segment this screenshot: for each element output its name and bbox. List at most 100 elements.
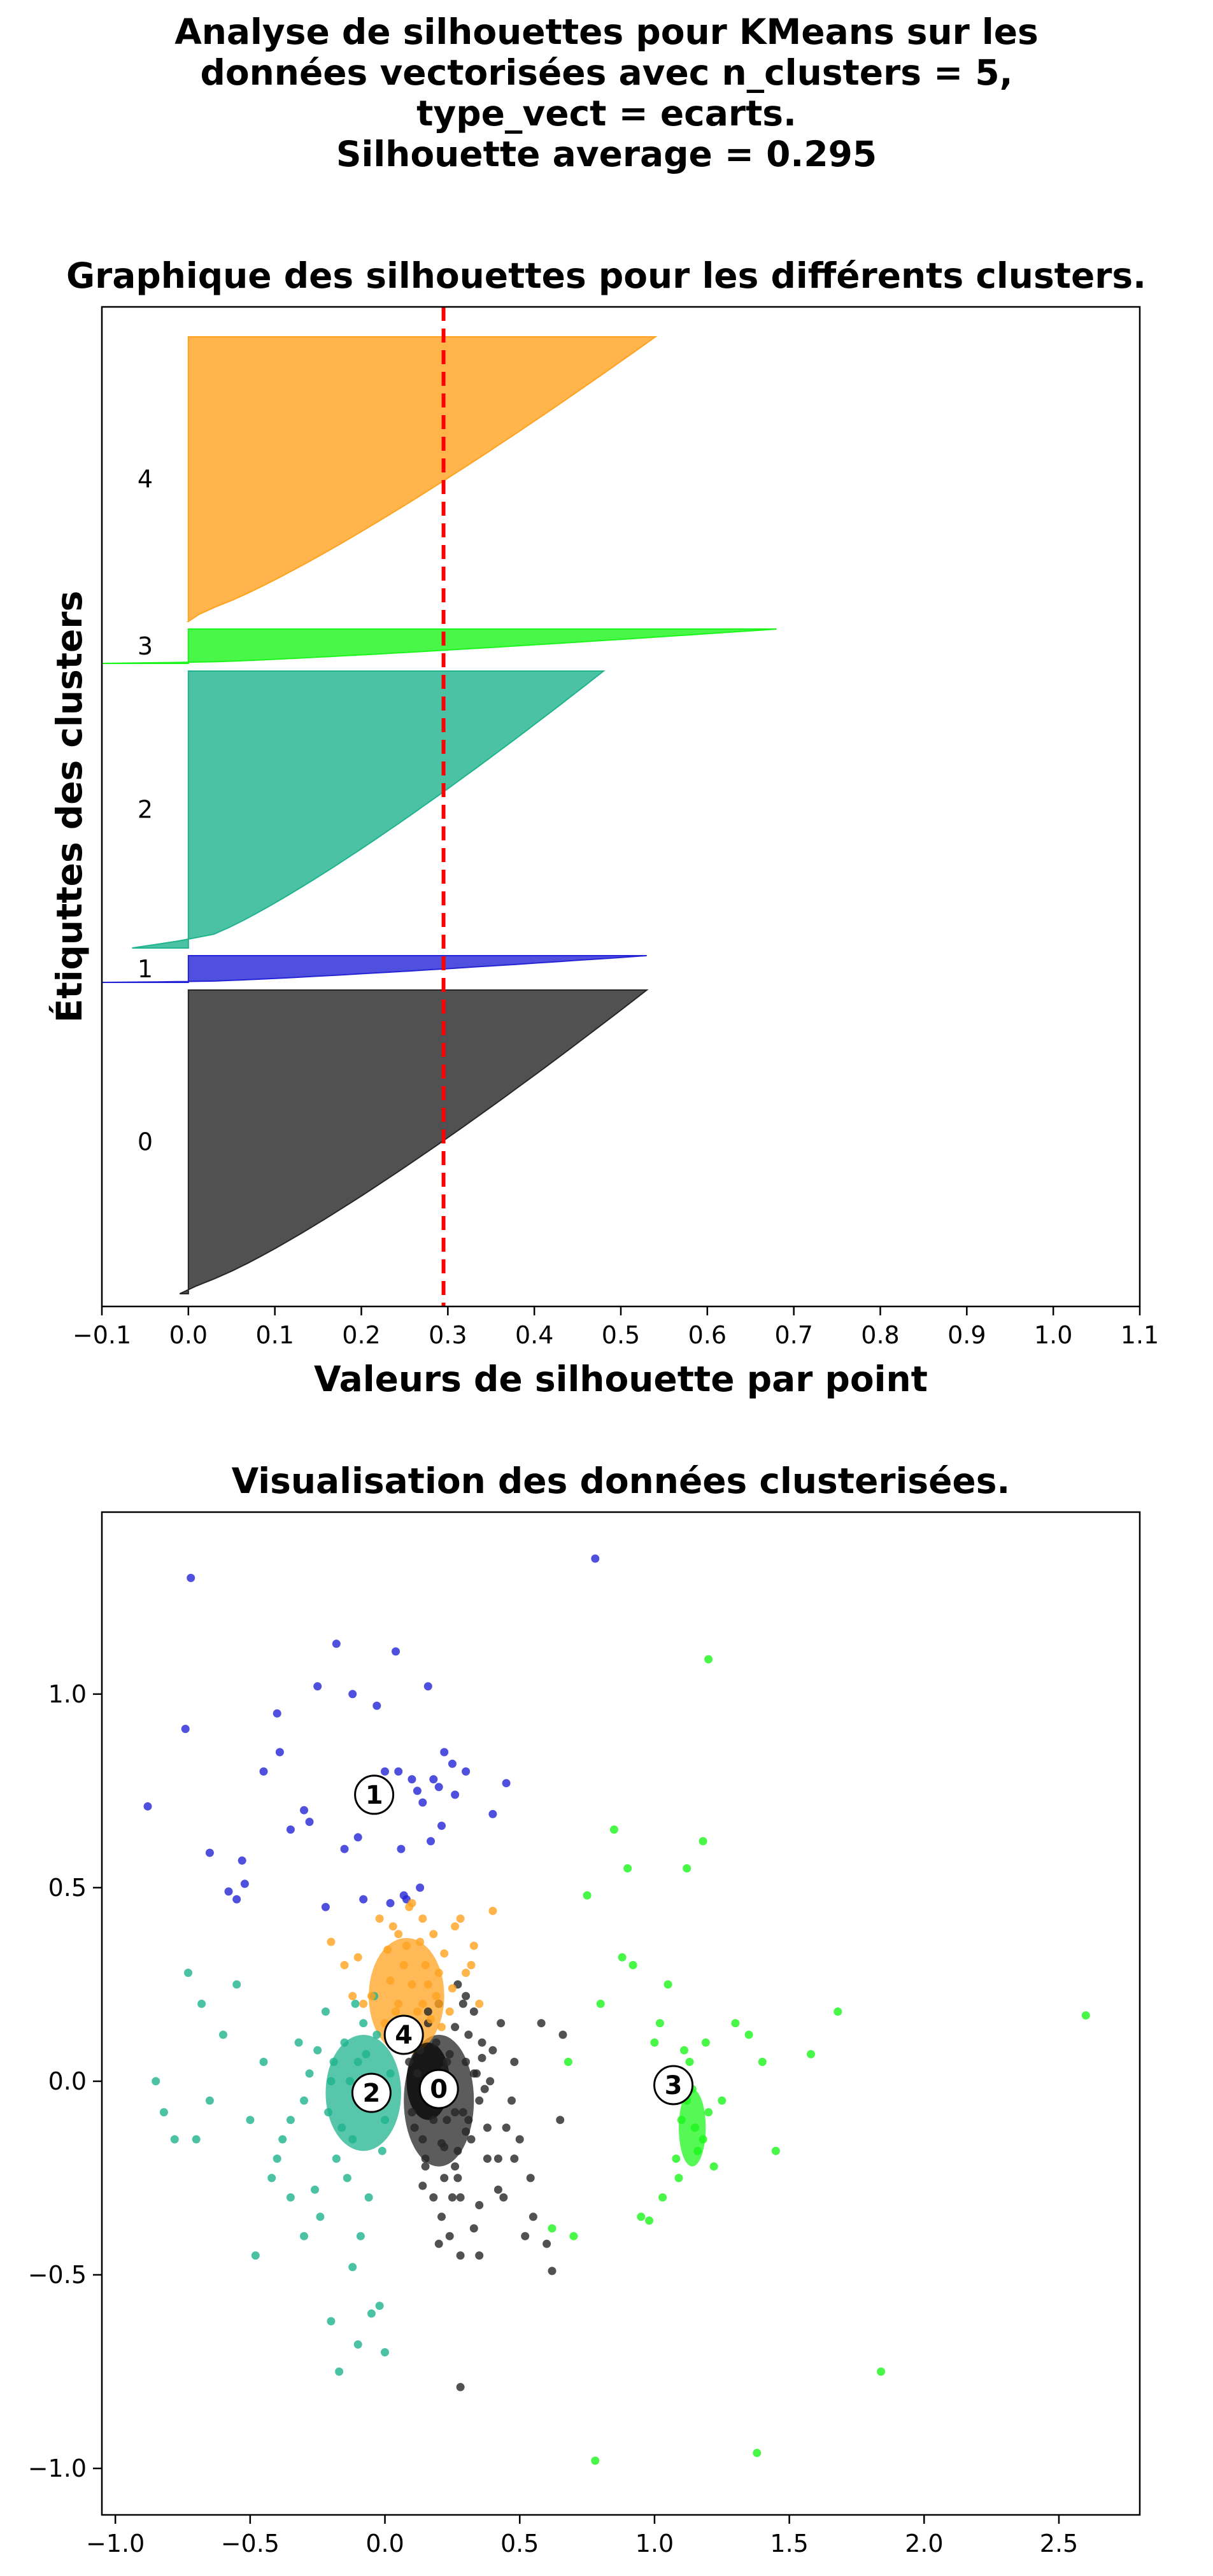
scatter-point-cluster-2 <box>359 2019 368 2028</box>
scatter-point-cluster-0 <box>478 2038 486 2047</box>
scatter-point-cluster-0 <box>448 2193 457 2202</box>
scatter-point-cluster-1 <box>332 1639 341 1648</box>
scatter-point-cluster-3 <box>753 2449 762 2458</box>
silhouette-x-ticks: −0.1 0.0 0.1 0.2 0.3 0.4 0.5 0.6 0.7 0.8 0.9 1.0 1.1 <box>73 1306 1159 1349</box>
scatter-point-cluster-0 <box>462 2058 471 2066</box>
cluster-center-marker <box>418 2069 459 2109</box>
scatter-point-cluster-0 <box>486 2077 495 2086</box>
scatter-point-cluster-0 <box>456 2251 465 2260</box>
scatter-point-cluster-0 <box>451 2108 460 2117</box>
scatter-point-cluster-0 <box>421 2155 430 2163</box>
scatter-point-cluster-2 <box>286 2193 295 2202</box>
scatter-point-cluster-0 <box>423 2007 432 2016</box>
scatter-point-cluster-1 <box>399 1891 408 1900</box>
scatter-point-cluster-4 <box>353 1953 362 1962</box>
silhouette-x-tick-label: 0.4 <box>515 1321 553 1349</box>
scatter-point-cluster-3 <box>807 2049 815 2058</box>
scatter-point-cluster-0 <box>440 2142 449 2151</box>
scatter-point-cluster-0 <box>458 2108 467 2117</box>
scatter-x-ticks: −1.0 −0.5 0.0 0.5 1.0 1.5 2.0 2.5 <box>86 2515 1078 2558</box>
scatter-point-cluster-1 <box>181 1725 190 1733</box>
scatter-point-cluster-1 <box>240 1879 249 1888</box>
scatter-point-cluster-2 <box>329 2058 338 2066</box>
scatter-point-cluster-4 <box>375 1914 384 1923</box>
scatter-point-cluster-0 <box>475 2251 484 2260</box>
scatter-point-cluster-3 <box>663 1980 672 1989</box>
scatter-point-cluster-2 <box>378 2146 387 2155</box>
scatter-point-cluster-3 <box>693 2146 702 2155</box>
scatter-point-cluster-0 <box>408 2108 416 2117</box>
silhouette-cluster-label-0: 0 <box>138 1128 153 1156</box>
scatter-point-cluster-3 <box>699 1837 707 1846</box>
scatter-point-cluster-1 <box>394 1767 403 1776</box>
scatter-point-cluster-0 <box>432 2038 441 2047</box>
scatter-point-cluster-2 <box>364 2193 373 2202</box>
scatter-point-cluster-1 <box>259 1767 268 1776</box>
scatter-point-cluster-4 <box>408 1980 416 1989</box>
scatter-point-cluster-3 <box>650 2038 659 2047</box>
scatter-point-cluster-4 <box>451 1922 460 1931</box>
scatter-point-cluster-0 <box>548 2267 557 2275</box>
scatter-point-cluster-0 <box>497 2019 506 2028</box>
scatter-point-cluster-3 <box>548 2224 557 2233</box>
scatter-point-cluster-2 <box>348 2263 357 2272</box>
scatter-point-cluster-2 <box>205 2096 214 2105</box>
scatter-point-cluster-0 <box>458 1999 467 2008</box>
scatter-point-cluster-0 <box>443 2116 451 2125</box>
scatter-point-cluster-0 <box>443 2058 451 2066</box>
scatter-point-cluster-2 <box>343 2174 351 2183</box>
scatter-point-cluster-2 <box>346 2077 354 2086</box>
scatter-point-cluster-4 <box>392 2007 400 2016</box>
scatter-point-cluster-3 <box>877 2367 886 2376</box>
scatter-point-cluster-3 <box>744 2030 753 2039</box>
scatter-point-cluster-0 <box>421 2162 430 2171</box>
scatter-point-cluster-0 <box>499 2193 508 2202</box>
silhouette-cluster-label-3: 3 <box>138 632 153 660</box>
scatter-point-cluster-2 <box>335 2367 344 2376</box>
scatter-point-cluster-4 <box>386 1976 395 1985</box>
scatter-point-cluster-2 <box>232 1980 241 1989</box>
scatter-y-tick-label: −0.5 <box>28 2261 87 2289</box>
scatter-point-cluster-0 <box>434 2239 443 2248</box>
cluster-center-label: 0 <box>430 2075 448 2104</box>
silhouette-cluster-label-2: 2 <box>138 796 153 824</box>
scatter-point-cluster-1 <box>340 1844 349 1853</box>
scatter-point-cluster-4 <box>456 1914 465 1923</box>
scatter-point-cluster-1 <box>434 1783 443 1792</box>
scatter-point-cluster-2 <box>332 2155 341 2163</box>
scatter-point-cluster-0 <box>521 2232 530 2240</box>
suptitle-line-3: type_vect = ecarts. <box>416 93 797 134</box>
silhouette-x-tick-label: 0.5 <box>602 1321 640 1349</box>
scatter-point-cluster-0 <box>558 2030 567 2039</box>
scatter-point-cluster-3 <box>1081 2011 1090 2020</box>
scatter-point-cluster-4 <box>394 1999 403 2008</box>
scatter-axes-frame <box>101 1511 1141 2516</box>
silhouette-y-label: Étiquttes des clusters <box>48 591 90 1023</box>
suptitle-line-4: Silhouette average = 0.295 <box>336 134 877 174</box>
scatter-point-cluster-0 <box>451 2162 460 2171</box>
scatter-point-cluster-2 <box>259 2058 268 2066</box>
scatter-point-cluster-2 <box>327 2317 336 2326</box>
scatter-point-cluster-2 <box>340 2038 349 2047</box>
scatter-point-cluster-1 <box>386 1899 395 1907</box>
scatter-point-cluster-3 <box>833 2007 842 2016</box>
silhouette-x-tick-label: 0.6 <box>688 1321 727 1349</box>
scatter-point-cluster-1 <box>224 1887 233 1896</box>
scatter-point-cluster-3 <box>704 2108 713 2117</box>
scatter-point-cluster-2 <box>286 2116 295 2125</box>
scatter-point-cluster-4 <box>445 2007 454 2016</box>
scatter-point-cluster-3 <box>758 2058 767 2066</box>
scatter-point-cluster-0 <box>537 2019 546 2028</box>
scatter-point-cluster-0 <box>456 2382 465 2391</box>
silhouette-chart: Graphique des silhouettes pour les diffé… <box>48 255 1159 1399</box>
scatter-x-tick-label: 1.0 <box>635 2530 674 2558</box>
scatter-point-cluster-4 <box>348 1992 357 2000</box>
scatter-point-cluster-0 <box>526 2174 535 2183</box>
scatter-point-cluster-1 <box>300 1806 308 1815</box>
scatter-point-cluster-3 <box>658 2193 667 2202</box>
scatter-point-cluster-4 <box>418 1914 427 1923</box>
scatter-x-tick-label: 2.0 <box>905 2530 943 2558</box>
scatter-point-cluster-3 <box>683 1864 692 1872</box>
scatter-point-cluster-2 <box>316 2212 325 2221</box>
scatter-point-cluster-3 <box>677 2116 686 2125</box>
